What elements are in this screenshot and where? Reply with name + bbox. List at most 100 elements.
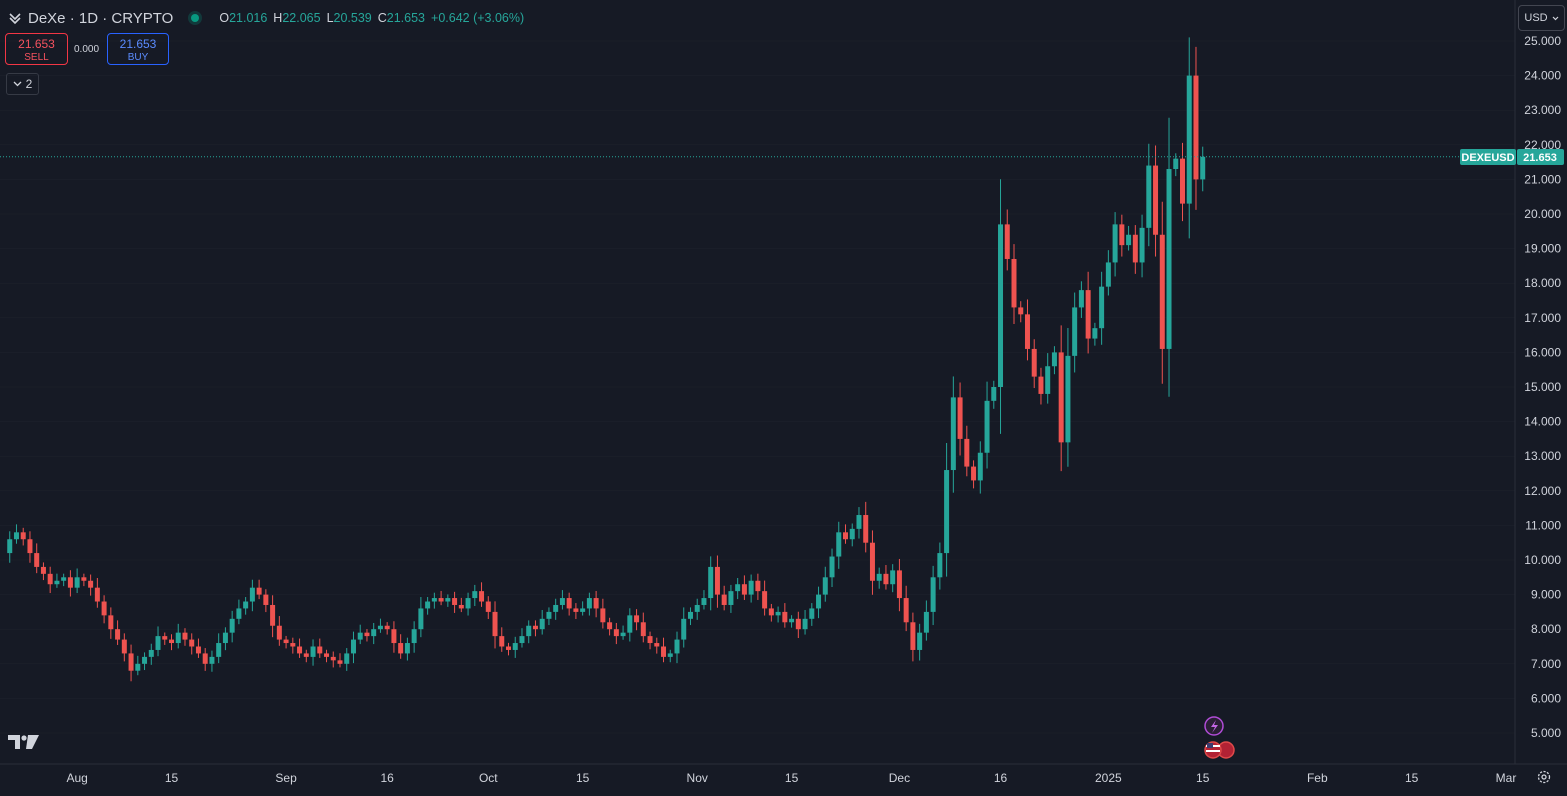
candle-body	[398, 643, 404, 654]
candle-body	[162, 636, 168, 640]
candle	[809, 603, 815, 626]
candle-body	[499, 636, 505, 647]
candle	[445, 594, 451, 607]
candle-body	[155, 636, 161, 650]
ohlc-value: +0.642 (+3.06%)	[431, 11, 525, 25]
candle-body	[991, 387, 997, 401]
candle	[580, 601, 586, 616]
buy-price: 21.653	[119, 37, 157, 51]
ohlc-value: 21.653	[386, 11, 426, 25]
market-status-icon[interactable]	[191, 14, 200, 22]
candle	[714, 555, 720, 608]
price-tick-label: 17.000	[1524, 311, 1561, 325]
chevron-down-icon	[13, 81, 22, 87]
candle	[748, 574, 754, 603]
candle	[310, 639, 316, 666]
price-tick-label: 8.000	[1531, 622, 1561, 636]
candle	[971, 460, 977, 489]
candle-body	[964, 438, 970, 467]
tradingview-logo[interactable]	[8, 733, 40, 751]
chevrons-icon[interactable]	[8, 11, 22, 25]
candle-body	[896, 570, 902, 599]
candle	[930, 565, 936, 626]
candle	[869, 530, 875, 595]
candle	[189, 633, 195, 655]
candle-body	[674, 639, 680, 654]
candle-body	[1146, 165, 1152, 228]
candle-body	[67, 577, 73, 588]
candle	[425, 597, 431, 615]
candle-body	[883, 573, 889, 585]
candle	[998, 179, 1004, 434]
sell-label: SELL	[24, 52, 49, 63]
candle-body	[634, 615, 640, 623]
candle-body	[121, 639, 127, 654]
buy-button[interactable]: 21.653 BUY	[107, 33, 169, 65]
price-axis-panel[interactable]	[1515, 0, 1567, 764]
candle-body	[701, 598, 707, 605]
currency-select[interactable]: USD	[1518, 5, 1565, 31]
candle	[1058, 325, 1064, 472]
candle	[202, 648, 208, 671]
candle	[411, 621, 417, 653]
indicators-toggle[interactable]: 2	[6, 73, 39, 95]
candle-body	[142, 656, 148, 664]
candle	[485, 596, 491, 619]
event-markers[interactable]	[1204, 716, 1235, 759]
candle-body	[330, 656, 336, 661]
candle-body	[256, 587, 262, 595]
candle	[620, 625, 626, 640]
time-axis[interactable]: Aug15Sep16Oct15Nov15Dec16202515Feb15Mar1…	[66, 771, 1567, 785]
candle-body	[27, 539, 33, 554]
candle	[856, 507, 862, 539]
candle-body	[829, 556, 835, 578]
sell-button[interactable]: 21.653 SELL	[5, 33, 68, 65]
candle	[297, 638, 303, 658]
candle	[115, 620, 121, 645]
ohlc-value: 21.016	[229, 11, 268, 25]
candle	[61, 573, 67, 587]
gear-icon[interactable]	[1536, 769, 1552, 785]
candle	[74, 568, 80, 594]
time-tick-label: Feb	[1307, 771, 1328, 785]
candle	[1078, 281, 1084, 318]
candle	[1051, 346, 1057, 375]
candle-body	[1072, 307, 1078, 356]
candle-body	[1099, 286, 1105, 329]
flag-stripes	[1206, 750, 1220, 752]
candle	[674, 631, 680, 664]
symbol-title[interactable]: DeXe · 1D · CRYPTO	[28, 9, 174, 27]
candle-body	[1180, 158, 1185, 204]
candle-body	[539, 618, 545, 630]
candle-body	[917, 632, 923, 650]
candle	[13, 524, 19, 544]
candle-body	[681, 618, 687, 640]
price-axis[interactable]: 5.000 6.000 7.000 8.000 9.000 10.000 11.000 12.…	[1524, 34, 1561, 740]
ohlc-value: 20.539	[333, 11, 372, 25]
candle	[708, 556, 714, 611]
candle-body	[1018, 307, 1024, 315]
candle-body	[128, 653, 134, 671]
time-tick-label: Aug	[66, 771, 87, 785]
candle-body	[957, 397, 963, 439]
candle	[40, 562, 46, 581]
candlestick-series	[7, 37, 1206, 682]
candle	[822, 566, 828, 602]
candle-body	[647, 636, 653, 644]
currency-label: USD	[1524, 12, 1548, 24]
candle-body	[512, 643, 518, 650]
candle-body	[755, 580, 761, 592]
candle-body	[1045, 366, 1051, 394]
candle-body	[377, 625, 383, 630]
candle	[634, 609, 640, 631]
candle	[964, 425, 970, 477]
candle-body	[532, 625, 538, 630]
candle-body	[350, 639, 356, 654]
candle-body	[1065, 355, 1071, 443]
candle-body	[411, 629, 417, 644]
candle-body	[1166, 169, 1172, 349]
candle-body	[694, 604, 700, 612]
price-tick-label: 22.000	[1524, 138, 1561, 152]
candle-body	[445, 598, 451, 602]
